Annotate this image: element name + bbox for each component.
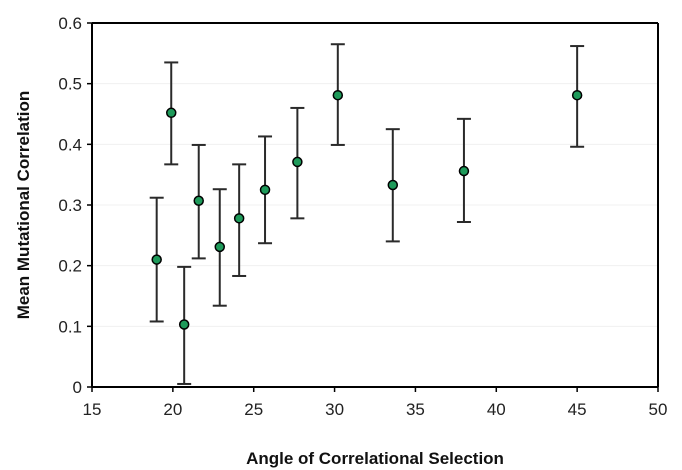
data-point <box>233 213 245 224</box>
data-point <box>387 179 399 191</box>
y-tick-label: 0.3 <box>58 196 82 215</box>
data-point <box>151 254 162 265</box>
x-tick-label: 50 <box>649 400 668 419</box>
y-tick-label: 0 <box>73 378 82 397</box>
y-tick-labels: 0 0.1 0.2 0.3 0.4 0.5 0.6 <box>58 14 82 397</box>
y-tick-label: 0.2 <box>58 257 82 276</box>
data-point <box>332 89 344 101</box>
y-tick-label: 0.5 <box>58 75 82 94</box>
data-point <box>292 156 303 168</box>
x-tick-label: 20 <box>163 400 182 419</box>
data-point <box>214 241 226 253</box>
gridlines <box>92 83 658 327</box>
error-bars <box>149 43 585 385</box>
x-tick-label: 45 <box>568 400 587 419</box>
x-tick-labels: 15 20 25 30 35 40 45 50 <box>83 400 668 419</box>
data-point <box>178 319 190 330</box>
data-point <box>193 195 204 207</box>
tick-marks <box>87 22 659 392</box>
x-tick-label: 35 <box>406 400 425 419</box>
x-tick-label: 15 <box>83 400 102 419</box>
data-point <box>165 107 177 119</box>
x-axis-title: Angle of Correlational Selection <box>246 449 504 468</box>
y-tick-label: 0.4 <box>58 135 82 154</box>
y-axis-title: Mean Mutational Correlation <box>14 91 33 320</box>
y-tick-label: 0.6 <box>58 14 82 33</box>
x-tick-label: 30 <box>325 400 344 419</box>
data-point <box>259 184 271 196</box>
y-tick-label: 0.1 <box>58 317 82 336</box>
x-tick-label: 25 <box>244 400 263 419</box>
data-point <box>458 165 470 177</box>
data-point <box>571 89 583 101</box>
x-tick-label: 40 <box>487 400 506 419</box>
data-points <box>151 89 583 330</box>
